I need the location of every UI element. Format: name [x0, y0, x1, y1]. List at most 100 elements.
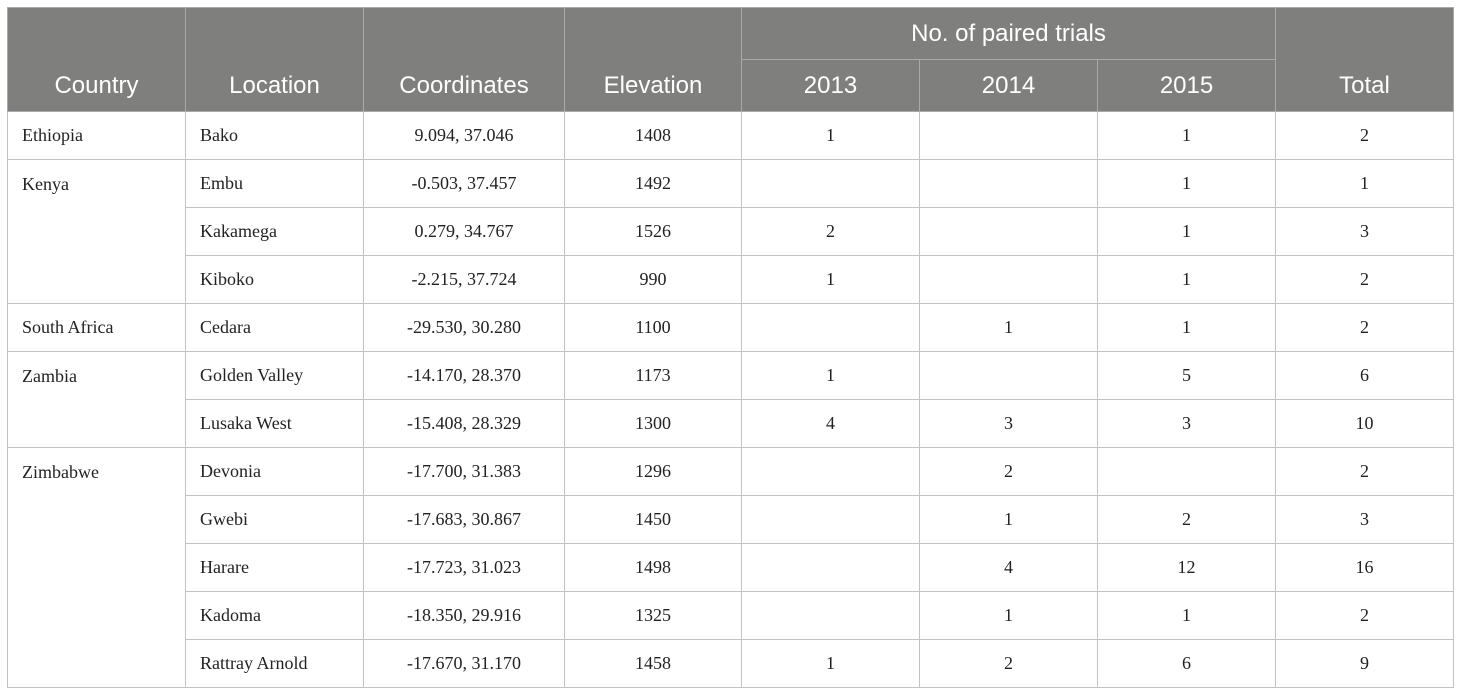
table-row: Ethiopia Bako 9.094, 37.046 1408 1 1 2 — [7, 111, 1455, 160]
coordinates-cell: -2.215, 37.724 — [363, 255, 565, 304]
location-cell: Golden Valley — [185, 351, 364, 400]
y2013-cell — [741, 159, 920, 208]
y2013-cell: 1 — [741, 639, 920, 688]
y2014-cell: 1 — [919, 303, 1098, 352]
total-cell: 2 — [1275, 591, 1455, 640]
y2015-cell: 1 — [1096, 207, 1277, 256]
y2014-cell: 3 — [919, 399, 1098, 448]
y2015-cell: 1 — [1096, 111, 1277, 160]
table-row: Harare -17.723, 31.023 1498 4 12 16 — [8, 543, 1455, 592]
country-cell: Ethiopia — [7, 111, 186, 160]
elevation-cell: 1300 — [564, 399, 742, 448]
location-cell: Gwebi — [185, 495, 364, 544]
location-cell: Kiboko — [185, 255, 364, 304]
y2013-cell: 2 — [741, 207, 920, 256]
total-cell: 1 — [1275, 159, 1455, 208]
elevation-cell: 1296 — [564, 447, 742, 496]
coordinates-cell: -29.530, 30.280 — [363, 303, 565, 352]
y2014-cell: 1 — [919, 495, 1098, 544]
elevation-cell: 1325 — [564, 591, 742, 640]
coordinates-cell: 9.094, 37.046 — [363, 111, 565, 160]
y2014-cell — [919, 351, 1098, 400]
paired-trials-table: Country Location Coordinates Elevation N… — [7, 7, 1455, 688]
header-elevation: Elevation — [564, 7, 742, 112]
header-year-2013: 2013 — [741, 59, 920, 112]
coordinates-cell: -17.670, 31.170 — [363, 639, 565, 688]
header-year-2015: 2015 — [1096, 59, 1277, 112]
location-cell: Bako — [185, 111, 364, 160]
y2013-cell — [741, 591, 920, 640]
y2014-cell: 2 — [919, 639, 1098, 688]
y2015-cell: 2 — [1096, 495, 1277, 544]
y2014-cell — [919, 207, 1098, 256]
table-header: Country Location Coordinates Elevation N… — [7, 7, 1455, 112]
location-cell: Rattray Arnold — [185, 639, 364, 688]
y2015-cell: 1 — [1096, 303, 1277, 352]
elevation-cell: 1458 — [564, 639, 742, 688]
total-cell: 2 — [1275, 447, 1455, 496]
y2014-cell: 1 — [919, 591, 1098, 640]
y2013-cell — [741, 495, 920, 544]
table-row: Zambia Golden Valley -14.170, 28.370 1173 1 5… — [7, 351, 1455, 448]
table-row: Kakamega 0.279, 34.767 1526 2 1 3 — [8, 207, 1455, 256]
coordinates-cell: 0.279, 34.767 — [363, 207, 565, 256]
y2014-cell — [919, 111, 1098, 160]
location-cell: Kadoma — [185, 591, 364, 640]
y2013-cell — [741, 543, 920, 592]
location-cell: Embu — [185, 159, 364, 208]
y2013-cell — [741, 303, 920, 352]
total-cell: 2 — [1275, 111, 1455, 160]
elevation-cell: 1492 — [564, 159, 742, 208]
elevation-cell: 1100 — [564, 303, 742, 352]
coordinates-cell: -18.350, 29.916 — [363, 591, 565, 640]
y2014-cell — [919, 159, 1098, 208]
total-cell: 3 — [1275, 495, 1455, 544]
coordinates-cell: -0.503, 37.457 — [363, 159, 565, 208]
location-cell: Cedara — [185, 303, 364, 352]
y2014-cell: 4 — [919, 543, 1098, 592]
header-location: Location — [185, 7, 364, 112]
table-row: Kadoma -18.350, 29.916 1325 1 1 2 — [8, 591, 1455, 640]
y2013-cell — [741, 447, 920, 496]
elevation-cell: 1526 — [564, 207, 742, 256]
elevation-cell: 1498 — [564, 543, 742, 592]
header-coordinates: Coordinates — [363, 7, 565, 112]
location-cell: Kakamega — [185, 207, 364, 256]
table-row: Rattray Arnold -17.670, 31.170 1458 1 2 6 9 — [8, 639, 1455, 688]
total-cell: 10 — [1275, 399, 1455, 448]
y2013-cell: 1 — [741, 351, 920, 400]
y2015-cell: 6 — [1096, 639, 1277, 688]
coordinates-cell: -17.683, 30.867 — [363, 495, 565, 544]
table-row: South Africa Cedara -29.530, 30.280 1100 1 1 2 — [7, 303, 1455, 352]
country-cell: South Africa — [7, 303, 186, 352]
coordinates-cell: -17.723, 31.023 — [363, 543, 565, 592]
y2013-cell: 1 — [741, 111, 920, 160]
elevation-cell: 1450 — [564, 495, 742, 544]
total-cell: 2 — [1275, 303, 1455, 352]
y2015-cell: 1 — [1096, 255, 1277, 304]
y2014-cell: 2 — [919, 447, 1098, 496]
elevation-cell: 990 — [564, 255, 742, 304]
table-row: Gwebi -17.683, 30.867 1450 1 2 3 — [8, 495, 1455, 544]
y2014-cell — [919, 255, 1098, 304]
header-year-2014: 2014 — [919, 59, 1098, 112]
location-cell: Harare — [185, 543, 364, 592]
country-cell: Zambia — [7, 351, 186, 448]
location-cell: Lusaka West — [185, 399, 364, 448]
elevation-cell: 1173 — [564, 351, 742, 400]
y2015-cell: 3 — [1096, 399, 1277, 448]
y2015-cell: 5 — [1096, 351, 1277, 400]
coordinates-cell: -15.408, 28.329 — [363, 399, 565, 448]
table-row: Zimbabwe Devonia -17.700, 31.383 1296 2 2 — [7, 447, 1455, 688]
y2013-cell: 1 — [741, 255, 920, 304]
country-cell: Kenya — [7, 159, 186, 304]
table-body: Ethiopia Bako 9.094, 37.046 1408 1 1 2 Kenya Emb… — [7, 111, 1455, 688]
table-row: Kenya Embu -0.503, 37.457 1492 1 1 — [7, 159, 1455, 304]
y2015-cell: 1 — [1096, 591, 1277, 640]
y2013-cell: 4 — [741, 399, 920, 448]
coordinates-cell: -14.170, 28.370 — [363, 351, 565, 400]
coordinates-cell: -17.700, 31.383 — [363, 447, 565, 496]
table-row: Lusaka West -15.408, 28.329 1300 4 3 3 10 — [8, 399, 1455, 448]
total-cell: 2 — [1275, 255, 1455, 304]
total-cell: 3 — [1275, 207, 1455, 256]
